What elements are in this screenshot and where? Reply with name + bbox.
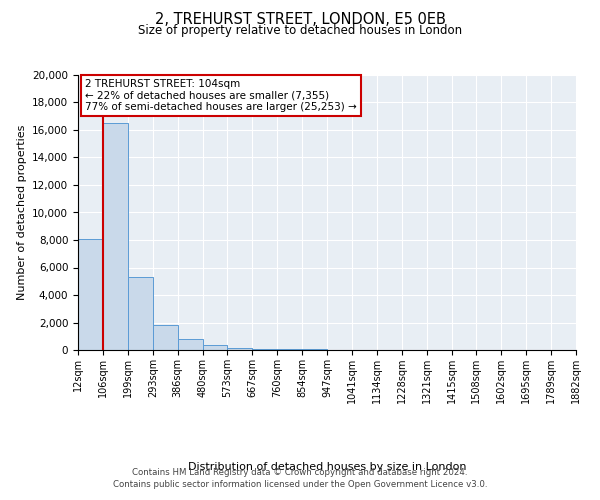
Text: 2 TREHURST STREET: 104sqm
← 22% of detached houses are smaller (7,355)
77% of se: 2 TREHURST STREET: 104sqm ← 22% of detac… xyxy=(85,79,357,112)
Bar xyxy=(178,339,203,350)
Bar xyxy=(103,123,128,350)
Text: Contains HM Land Registry data © Crown copyright and database right 2024.
Contai: Contains HM Land Registry data © Crown c… xyxy=(113,468,487,489)
Bar xyxy=(153,325,178,350)
Text: Size of property relative to detached houses in London: Size of property relative to detached ho… xyxy=(138,24,462,37)
Bar xyxy=(128,277,153,350)
Bar xyxy=(253,348,277,350)
Text: Distribution of detached houses by size in London: Distribution of detached houses by size … xyxy=(188,462,466,472)
Y-axis label: Number of detached properties: Number of detached properties xyxy=(17,125,26,300)
Bar xyxy=(203,345,227,350)
Bar xyxy=(78,238,103,350)
Bar xyxy=(227,348,253,350)
Bar xyxy=(277,348,302,350)
Text: 2, TREHURST STREET, LONDON, E5 0EB: 2, TREHURST STREET, LONDON, E5 0EB xyxy=(155,12,445,28)
